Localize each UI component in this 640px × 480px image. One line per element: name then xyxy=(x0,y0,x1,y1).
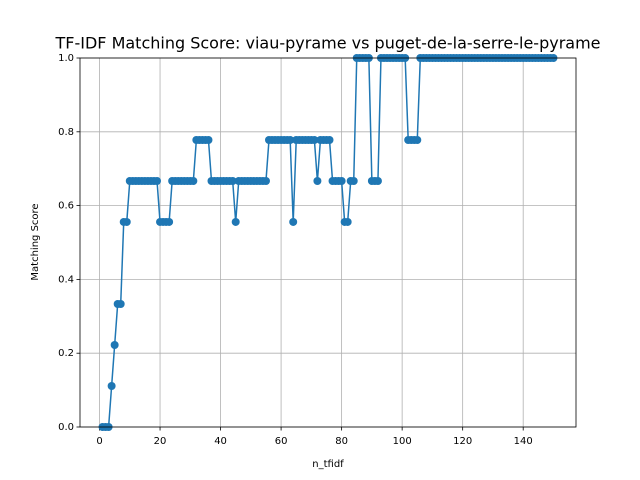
marker xyxy=(165,217,174,226)
marker xyxy=(231,217,240,226)
marker xyxy=(204,135,213,144)
x-tick-label: 0 xyxy=(96,436,102,447)
marker xyxy=(116,300,125,309)
x-tick-label: 140 xyxy=(514,436,533,447)
x-axis-label: n_tfidf xyxy=(312,459,344,470)
marker xyxy=(337,176,346,185)
y-tick-label: 0.4 xyxy=(58,274,74,285)
plot-frame xyxy=(79,57,577,428)
marker xyxy=(122,217,131,226)
chart-title: TF-IDF Matching Score: viau-pyrame vs pu… xyxy=(54,34,600,53)
marker xyxy=(373,176,382,185)
y-tick-label: 0.8 xyxy=(58,127,74,138)
marker xyxy=(228,176,237,185)
marker xyxy=(349,176,358,185)
marker xyxy=(310,135,319,144)
x-tick-label: 100 xyxy=(393,436,412,447)
x-tick-label: 20 xyxy=(154,436,167,447)
x-tick-label: 80 xyxy=(335,436,348,447)
y-tick-label: 0.6 xyxy=(58,201,74,212)
x-tick-label: 120 xyxy=(453,436,472,447)
marker xyxy=(286,135,295,144)
marker xyxy=(289,217,298,226)
marker xyxy=(153,176,162,185)
marker xyxy=(343,217,352,226)
y-axis-label: Matching Score xyxy=(30,203,41,280)
y-tick-label: 0.0 xyxy=(58,422,74,433)
marker xyxy=(413,135,422,144)
x-tick-label: 60 xyxy=(275,436,288,447)
marker xyxy=(325,135,334,144)
marker xyxy=(189,176,198,185)
marker xyxy=(313,176,322,185)
y-tick-label: 1.0 xyxy=(58,53,74,64)
marker xyxy=(110,341,119,350)
y-tick-label: 0.2 xyxy=(58,348,74,359)
marker xyxy=(261,176,270,185)
marker xyxy=(107,382,116,391)
x-tick-label: 40 xyxy=(214,436,227,447)
